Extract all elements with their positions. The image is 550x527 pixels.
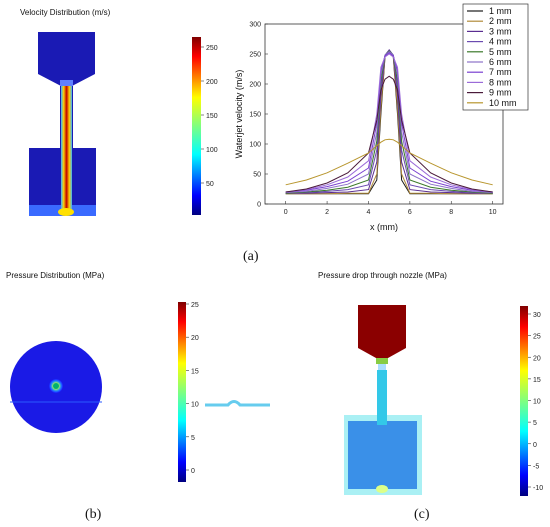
pressure-drop-colorbar-tick-label: -5 — [533, 463, 539, 470]
pressure-drop-colorbar-tick-label: 20 — [533, 355, 541, 362]
velocity-colorbar-tick-label: 150 — [206, 113, 218, 120]
pressure-colorbar-tick-label: 20 — [191, 335, 199, 342]
pressure-title: Pressure Distribution (MPa) — [6, 271, 105, 280]
y-tick-label: 300 — [249, 22, 261, 29]
x-tick-label: 8 — [449, 209, 453, 216]
legend-label: 9 mm — [489, 88, 512, 98]
series-line-7mm — [285, 52, 493, 193]
x-tick-label: 6 — [408, 209, 412, 216]
pressure-drop-colorbar-tick-label: -10 — [533, 485, 543, 492]
y-tick-label: 100 — [249, 142, 261, 149]
pressure-drop-colorbar-tick-label: 5 — [533, 420, 537, 427]
y-tick-label: 200 — [249, 82, 261, 89]
velocity-colorbar-tick-label: 100 — [206, 147, 218, 154]
series-line-2mm — [285, 49, 493, 195]
legend-label: 7 mm — [489, 67, 512, 77]
caption-b: (b) — [85, 507, 102, 522]
pressure-drop-colorbar — [520, 306, 528, 496]
legend-label: 6 mm — [489, 57, 512, 67]
small-wave-artifact — [205, 400, 270, 407]
pressure-drop-colorbar-tick-label: 30 — [533, 312, 541, 319]
legend-label: 4 mm — [489, 37, 512, 47]
legend-label: 10 mm — [489, 98, 517, 108]
velocity-colorbar-tick-label: 50 — [206, 181, 214, 188]
velocity-contour — [29, 32, 96, 216]
series-line-4mm — [285, 49, 493, 194]
pressure-contour — [10, 341, 102, 433]
x-tick-label: 10 — [489, 209, 497, 216]
pressure-drop-colorbar-tick-label: 15 — [533, 377, 541, 384]
x-tick-label: 0 — [284, 209, 288, 216]
legend-label: 8 mm — [489, 77, 512, 87]
pressure-colorbar-tick-label: 15 — [191, 368, 199, 375]
caption-a: (a) — [243, 249, 259, 264]
pressure-colorbar-tick-label: 10 — [191, 402, 199, 409]
nozzle-pressure-contour — [344, 305, 422, 495]
pressure-colorbar-tick-label: 0 — [191, 468, 195, 475]
y-tick-label: 50 — [253, 172, 261, 179]
pressure-colorbar-tick-label: 25 — [191, 302, 199, 309]
pressure-colorbar-tick-label: 5 — [191, 435, 195, 442]
legend-label: 5 mm — [489, 47, 512, 57]
legend-label: 1 mm — [489, 6, 512, 16]
series-line-8mm — [285, 53, 493, 193]
x-axis-label: x (mm) — [370, 222, 398, 232]
pressure-drop-colorbar-tick-label: 10 — [533, 399, 541, 406]
y-tick-label: 150 — [249, 112, 261, 119]
velocity-colorbar-tick-label: 200 — [206, 79, 218, 86]
velocity-contour-title: Velocity Distribution (m/s) — [20, 8, 111, 17]
pressure-colorbar — [178, 302, 186, 482]
series-line-6mm — [285, 50, 493, 194]
series-line-10mm — [285, 138, 493, 186]
x-tick-label: 2 — [325, 209, 329, 216]
y-axis-label: Waterjet velocity (m/s) — [234, 70, 244, 159]
pressure-drop-title: Pressure drop through nozzle (MPa) — [318, 271, 447, 280]
series-line-1mm — [285, 50, 493, 195]
legend-label: 3 mm — [489, 26, 512, 36]
x-tick-label: 4 — [367, 209, 371, 216]
pressure-drop-colorbar-tick-label: 0 — [533, 442, 537, 449]
velocity-colorbar — [192, 37, 201, 215]
pressure-drop-colorbar-tick-label: 25 — [533, 334, 541, 341]
series-line-9mm — [285, 75, 493, 193]
legend-label: 2 mm — [489, 16, 512, 26]
series-line-3mm — [285, 48, 493, 194]
y-tick-label: 250 — [249, 52, 261, 59]
series-line-5mm — [285, 50, 493, 194]
caption-c: (c) — [414, 507, 430, 522]
y-tick-label: 0 — [257, 202, 261, 209]
velocity-colorbar-tick-label: 250 — [206, 45, 218, 52]
